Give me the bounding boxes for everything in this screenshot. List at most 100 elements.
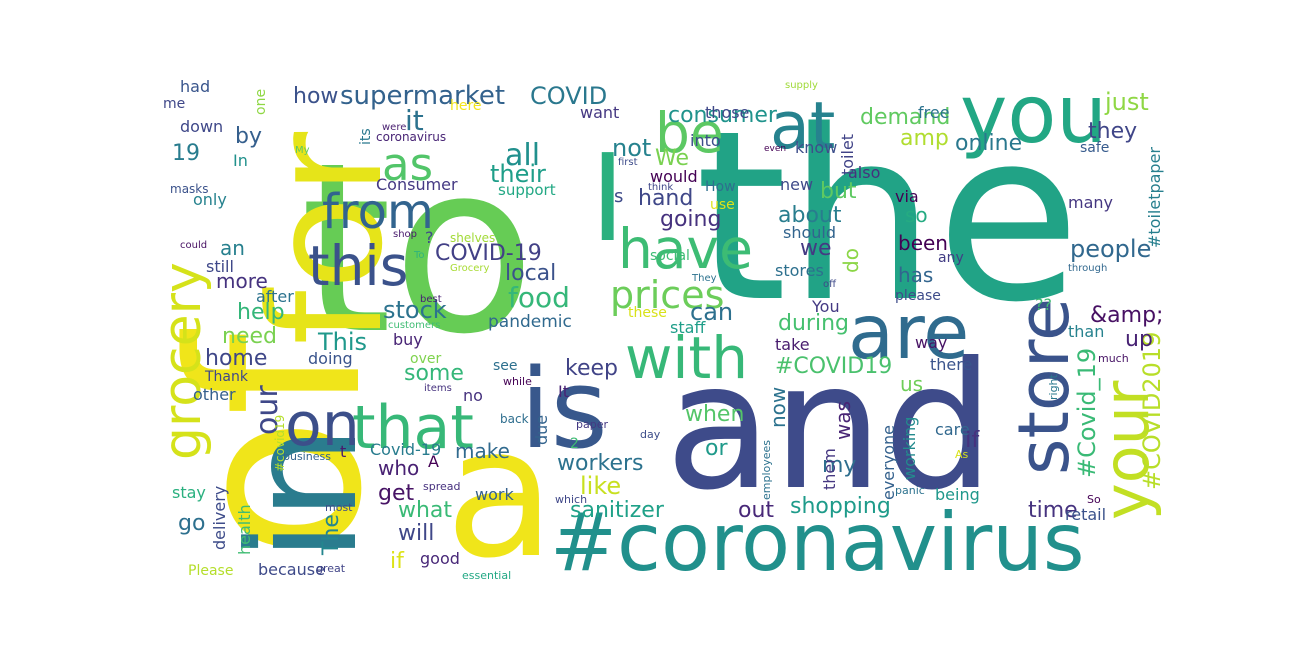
- cloud-word: me: [163, 96, 185, 112]
- cloud-word: do: [839, 248, 863, 273]
- cloud-word: customers: [388, 320, 440, 331]
- cloud-word: an: [220, 236, 245, 260]
- cloud-word: all: [505, 138, 540, 173]
- cloud-word: no: [463, 386, 483, 405]
- cloud-word: care: [935, 420, 970, 439]
- cloud-word: shop: [393, 229, 417, 240]
- cloud-word: Grocery: [450, 263, 490, 274]
- cloud-word: their: [490, 160, 546, 188]
- cloud-word: our: [250, 385, 285, 435]
- cloud-word: buy: [393, 330, 423, 349]
- cloud-word: Please: [188, 563, 233, 579]
- cloud-word: these: [628, 305, 667, 321]
- cloud-word: other: [193, 385, 236, 404]
- cloud-word: for: [236, 132, 417, 345]
- cloud-word: due: [532, 415, 551, 445]
- cloud-word: now: [766, 387, 790, 428]
- cloud-word: like: [580, 472, 621, 500]
- cloud-word: ??: [1035, 295, 1052, 314]
- cloud-word: To: [413, 250, 425, 261]
- cloud-word: #toiletpaper: [1145, 147, 1164, 248]
- cloud-word: #Covid_19: [1073, 348, 1101, 478]
- cloud-word: down: [180, 117, 223, 136]
- cloud-word: first: [618, 157, 638, 168]
- cloud-word: My: [295, 145, 310, 156]
- cloud-word: through: [1068, 263, 1107, 274]
- cloud-word: there: [930, 355, 972, 374]
- cloud-word: prices: [610, 273, 724, 317]
- cloud-word: stock: [383, 296, 447, 324]
- cloud-word: spread: [423, 480, 461, 493]
- cloud-word: online: [955, 131, 1022, 156]
- cloud-word: essential: [462, 569, 511, 582]
- cloud-word: much: [1098, 352, 1129, 365]
- cloud-word: are: [848, 288, 969, 376]
- cloud-word: safe: [1080, 140, 1109, 156]
- cloud-word: COVID: [530, 82, 607, 110]
- cloud-word: on: [285, 390, 360, 460]
- cloud-word: not: [612, 134, 651, 162]
- cloud-word: pandemic: [488, 312, 572, 332]
- cloud-word: shelves: [450, 231, 495, 245]
- cloud-word: 19: [172, 141, 200, 166]
- cloud-word: make: [455, 439, 510, 463]
- cloud-word: stores: [775, 261, 824, 280]
- cloud-word: has: [898, 263, 933, 287]
- cloud-word: this: [308, 234, 408, 298]
- cloud-word: them: [820, 448, 839, 490]
- cloud-word: was: [831, 401, 855, 440]
- cloud-word: that: [352, 393, 474, 463]
- cloud-word: while: [503, 375, 532, 388]
- cloud-word: local: [505, 261, 556, 286]
- cloud-word: amp: [900, 126, 949, 151]
- cloud-word: This: [317, 328, 367, 356]
- cloud-word: employees: [760, 440, 773, 500]
- cloud-word: during: [778, 311, 849, 336]
- cloud-word: #COVID19: [775, 354, 892, 379]
- cloud-word: staff: [670, 318, 706, 337]
- cloud-word: people: [1070, 235, 1151, 263]
- cloud-word: t: [340, 442, 346, 461]
- cloud-word: great: [316, 562, 346, 575]
- cloud-word: paper: [576, 418, 608, 431]
- cloud-word: home: [205, 346, 267, 371]
- cloud-word: more: [216, 269, 268, 293]
- cloud-word: time: [1028, 498, 1078, 523]
- cloud-word: as: [382, 138, 433, 191]
- cloud-word: it: [405, 104, 424, 137]
- cloud-word: just: [1104, 88, 1149, 116]
- cloud-word: grocery: [153, 262, 213, 460]
- cloud-word: going: [660, 207, 721, 232]
- cloud-word: As: [955, 448, 969, 461]
- cloud-word: your: [1090, 380, 1163, 520]
- cloud-word: It: [558, 382, 569, 401]
- cloud-word: when: [685, 402, 744, 427]
- cloud-word: than: [1068, 322, 1104, 341]
- cloud-word: workers: [557, 451, 644, 476]
- cloud-word: a: [445, 389, 555, 598]
- cloud-word: way: [915, 333, 947, 352]
- cloud-word: still: [206, 257, 234, 276]
- cloud-word: need: [222, 324, 277, 349]
- cloud-word: even: [764, 144, 786, 154]
- cloud-word: s: [614, 186, 623, 207]
- cloud-word: who: [378, 456, 419, 480]
- cloud-word: You: [811, 297, 840, 316]
- cloud-word: work: [475, 485, 514, 504]
- cloud-word: coronavirus: [376, 130, 446, 144]
- cloud-word: my: [822, 453, 856, 478]
- cloud-word: stay: [172, 483, 206, 502]
- cloud-word: those: [705, 103, 749, 122]
- cloud-word: some: [404, 361, 464, 386]
- cloud-word: should: [783, 223, 836, 242]
- cloud-word: go: [178, 511, 205, 536]
- cloud-word: Thank: [204, 369, 249, 385]
- cloud-word: toilet: [838, 134, 857, 175]
- cloud-word: think: [648, 182, 673, 193]
- cloud-word: most: [325, 501, 353, 514]
- cloud-word: be: [655, 101, 724, 165]
- cloud-word: via: [895, 187, 919, 206]
- cloud-word: demand: [860, 105, 950, 130]
